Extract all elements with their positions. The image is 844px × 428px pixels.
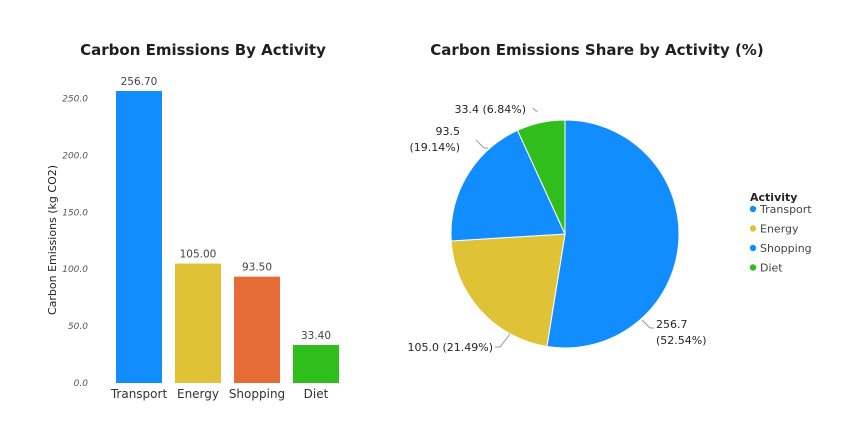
y-tick-label: 100.0 xyxy=(62,265,88,275)
bar-value-label: 33.40 xyxy=(301,330,331,342)
y-tick-label: 250.0 xyxy=(62,95,88,105)
pie-slice-label: 256.7 xyxy=(656,318,688,331)
pie-slice-label: 93.5 xyxy=(436,125,461,138)
pie-chart-slices xyxy=(450,119,680,349)
leader-line xyxy=(641,319,654,329)
bar-value-label: 93.50 xyxy=(242,262,272,274)
leader-line xyxy=(475,139,488,149)
bar-diet xyxy=(293,345,339,383)
x-category-label: Energy xyxy=(177,387,219,401)
leader-line xyxy=(495,333,511,348)
y-tick-label: 150.0 xyxy=(62,208,88,218)
bar-chart-bars xyxy=(116,91,339,383)
y-tick-label: 200.0 xyxy=(62,151,88,161)
bar-chart: Carbon Emissions By Activity Carbon Emis… xyxy=(46,41,339,401)
legend-item-energy: Energy xyxy=(760,223,799,236)
pie-slice-label: (52.54%) xyxy=(656,334,707,347)
legend-marker xyxy=(749,225,757,232)
bar-chart-y-ticks: 0.0 50.0 100.0 150.0 200.0 250.0 xyxy=(62,95,88,389)
pie-slice-label: 105.0 (21.49%) xyxy=(407,341,493,354)
bar-chart-y-axis-label: Carbon Emissions (kg CO2) xyxy=(46,165,59,315)
pie-chart-slice-labels: 256.7 (52.54%) 105.0 (21.49%) 93.5 (19.14%) 3… xyxy=(407,103,706,354)
bar-chart-title: Carbon Emissions By Activity xyxy=(80,41,326,59)
pie-chart-legend: Activity Transport Energy Shopping Diet xyxy=(749,191,812,275)
pie-chart: Carbon Emissions Share by Activity (%) 2… xyxy=(407,41,812,354)
bar-transport xyxy=(116,91,162,383)
pie-slice-diet xyxy=(516,119,566,235)
leader-line xyxy=(532,107,538,112)
bar-energy xyxy=(175,263,221,383)
pie-slice-shopping xyxy=(450,129,566,242)
legend-item-diet: Diet xyxy=(760,262,783,275)
pie-chart-title: Carbon Emissions Share by Activity (%) xyxy=(430,41,763,59)
legend-title: Activity xyxy=(750,191,797,204)
pie-slice-energy xyxy=(450,233,566,348)
y-tick-label: 50.0 xyxy=(68,322,88,332)
pie-chart-leader-lines xyxy=(475,107,654,348)
x-category-label: Diet xyxy=(304,387,329,401)
y-tick-label: 0.0 xyxy=(74,379,89,389)
pie-slice-transport xyxy=(546,119,680,349)
legend-items: Transport Energy Shopping Diet xyxy=(749,203,812,275)
bar-chart-categories: Transport Energy Shopping Diet xyxy=(110,387,329,401)
bar-chart-value-labels: 256.70 105.00 93.50 33.40 xyxy=(121,76,331,342)
bar-shopping xyxy=(234,276,280,383)
x-category-label: Transport xyxy=(110,387,168,401)
legend-marker xyxy=(749,264,757,271)
legend-marker xyxy=(749,244,757,252)
legend-item-shopping: Shopping xyxy=(760,242,812,255)
pie-slice-label: 33.4 (6.84%) xyxy=(454,103,526,116)
pie-slice-label: (19.14%) xyxy=(409,141,460,154)
x-category-label: Shopping xyxy=(229,387,285,401)
bar-value-label: 105.00 xyxy=(180,249,217,261)
legend-item-transport: Transport xyxy=(759,203,812,216)
bar-value-label: 256.70 xyxy=(121,76,158,88)
legend-marker xyxy=(749,205,757,213)
